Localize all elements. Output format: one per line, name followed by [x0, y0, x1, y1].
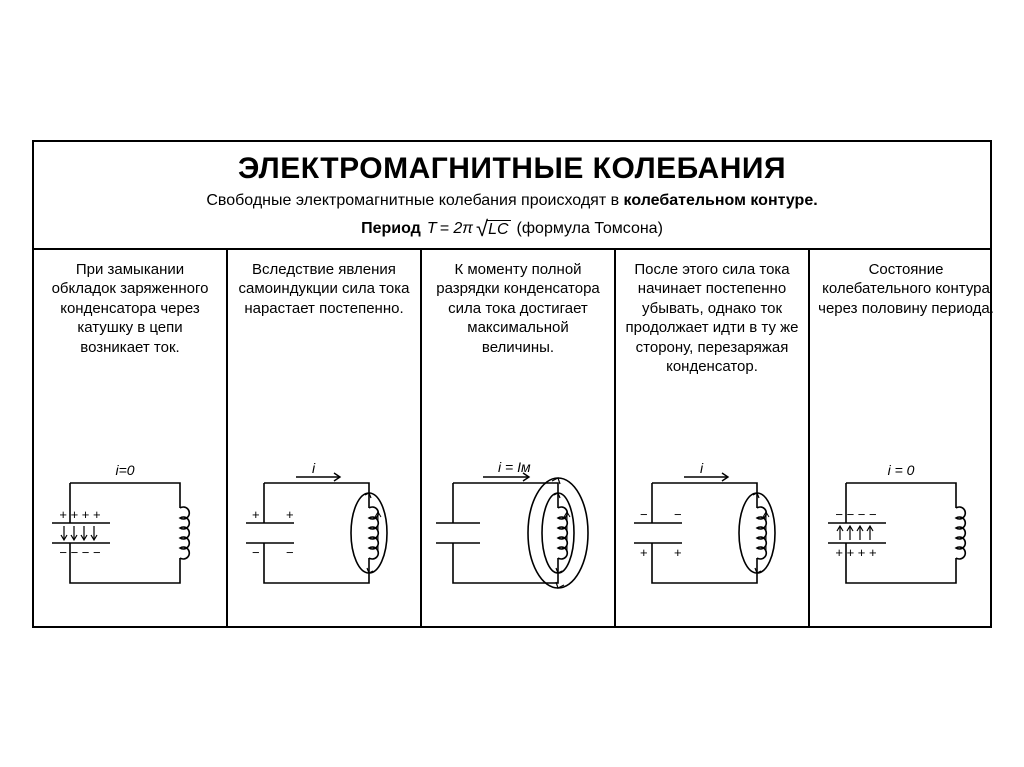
- circuit-diagram: i = Iм: [428, 448, 608, 618]
- thomson-formula: Период T = 2π √ LC (формула Томсона): [42, 220, 982, 238]
- svg-text:− − − −: − − − −: [59, 545, 100, 560]
- circuit-diagram: + + − − i: [234, 448, 414, 618]
- sqrt-icon: √ LC: [476, 220, 511, 238]
- svg-text:+ + + +: + + + +: [59, 507, 100, 522]
- svg-text:−: −: [252, 545, 260, 560]
- svg-text:i=0: i=0: [115, 462, 134, 478]
- svg-text:i: i: [700, 460, 704, 476]
- stage-text: При замыкании обкладок заряженного конде…: [40, 256, 220, 444]
- svg-text:+: +: [252, 507, 260, 522]
- svg-text:−: −: [640, 507, 648, 522]
- svg-text:− − − −: − − − −: [835, 507, 876, 522]
- svg-text:−: −: [674, 507, 682, 522]
- period-note: (формула Томсона): [517, 220, 663, 238]
- stage-text: Вследствие явления самоиндукции сила ток…: [234, 256, 414, 444]
- stage-text: К моменту полной разрядки конденсатора с…: [428, 256, 608, 444]
- main-title: ЭЛЕКТРОМАГНИТНЫЕ КОЛЕБАНИЯ: [42, 152, 982, 186]
- header: ЭЛЕКТРОМАГНИТНЫЕ КОЛЕБАНИЯ Свободные эле…: [34, 142, 990, 250]
- period-T: T: [427, 220, 437, 238]
- subtitle-bold: колебательном контуре.: [624, 192, 818, 209]
- stage-text: После этого сила тока начинает постепенн…: [622, 256, 802, 444]
- stage-4: После этого сила тока начинает постепенн…: [616, 250, 810, 626]
- period-sqrt: LC: [487, 220, 510, 238]
- diagram-frame: ЭЛЕКТРОМАГНИТНЫЕ КОЛЕБАНИЯ Свободные эле…: [32, 140, 992, 628]
- period-eq: = 2π: [440, 220, 473, 238]
- svg-text:i = 0: i = 0: [888, 462, 915, 478]
- svg-text:i: i: [312, 460, 316, 476]
- stage-1: При замыкании обкладок заряженного конде…: [34, 250, 228, 626]
- stage-2: Вследствие явления самоиндукции сила ток…: [228, 250, 422, 626]
- subtitle-plain: Свободные электромагнитные колебания про…: [206, 192, 623, 209]
- svg-text:+: +: [674, 545, 682, 560]
- circuit-diagram: + + + + − − − − i=0: [40, 448, 220, 618]
- period-equation: T = 2π √ LC: [427, 220, 511, 238]
- stages-row: При замыкании обкладок заряженного конде…: [34, 250, 990, 626]
- svg-text:+: +: [286, 507, 294, 522]
- svg-text:−: −: [286, 545, 294, 560]
- circuit-diagram: − − − − + + + + i = 0: [816, 448, 996, 618]
- svg-text:i = Iм: i = Iм: [498, 459, 531, 475]
- subtitle: Свободные электромагнитные колебания про…: [42, 192, 982, 210]
- stage-text: Состояние колебательного контура через п…: [816, 256, 996, 444]
- stage-3: К моменту полной разрядки конденсатора с…: [422, 250, 616, 626]
- stage-5: Состояние колебательного контура через п…: [810, 250, 1002, 626]
- period-label: Период: [361, 220, 421, 238]
- circuit-diagram: − − + + i: [622, 448, 802, 618]
- svg-text:+ + + +: + + + +: [835, 545, 876, 560]
- svg-text:+: +: [640, 545, 648, 560]
